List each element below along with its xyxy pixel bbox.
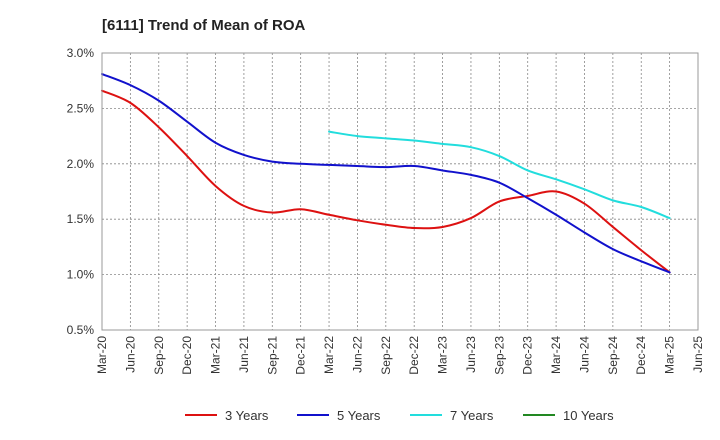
y-tick-label: 2.5%	[67, 101, 95, 115]
legend-label-10-years: 10 Years	[563, 408, 614, 423]
x-tick-label: Sep-21	[265, 336, 279, 375]
x-tick-label: Jun-24	[577, 336, 591, 373]
grid-layer	[102, 53, 698, 330]
x-tick-label: Mar-24	[549, 336, 563, 374]
series-layer	[101, 73, 671, 274]
x-tick-label: Dec-21	[294, 336, 308, 375]
chart-title: [6111] Trend of Mean of ROA	[102, 17, 306, 34]
x-tick-label: Mar-22	[322, 336, 336, 374]
y-tick-label: 3.0%	[67, 46, 95, 60]
x-tick-label: Sep-22	[379, 336, 393, 375]
series-line-7-years	[328, 130, 671, 220]
legend-label-3-years: 3 Years	[225, 408, 269, 423]
x-tick-label: Dec-23	[521, 336, 535, 375]
series-line-5-years	[101, 73, 671, 274]
legend-label-7-years: 7 Years	[450, 408, 494, 423]
plot-border	[101, 52, 699, 331]
y-axis: 0.5% 1.0% 1.5% 2.0% 2.5% 3.0%	[67, 46, 95, 337]
x-tick-label: Dec-24	[634, 336, 648, 375]
series-line-3-years	[101, 89, 671, 274]
y-tick-label: 1.5%	[67, 212, 95, 226]
x-tick-label: Jun-25	[691, 336, 705, 373]
legend: 3 Years 5 Years 7 Years 10 Years	[185, 408, 614, 423]
y-tick-label: 2.0%	[67, 157, 95, 171]
x-tick-label: Jun-23	[464, 336, 478, 373]
x-tick-label: Jun-20	[123, 336, 137, 373]
x-tick-label: Sep-24	[606, 336, 620, 375]
x-tick-label: Dec-20	[180, 336, 194, 375]
x-tick-label: Mar-20	[95, 336, 109, 374]
x-tick-label: Mar-25	[663, 336, 677, 374]
legend-label-5-years: 5 Years	[337, 408, 381, 423]
x-tick-label: Sep-20	[152, 336, 166, 375]
x-tick-label: Sep-23	[492, 336, 506, 375]
x-tick-label: Mar-23	[436, 336, 450, 374]
x-tick-label: Dec-22	[407, 336, 421, 375]
x-tick-label: Jun-22	[350, 336, 364, 373]
y-tick-label: 1.0%	[67, 268, 95, 282]
y-tick-label: 0.5%	[67, 323, 95, 337]
x-tick-label: Mar-21	[209, 336, 223, 374]
x-axis: Mar-20 Jun-20 Sep-20 Dec-20 Mar-21 Jun-21 Sep-…	[95, 336, 705, 375]
x-tick-label: Jun-21	[237, 336, 251, 373]
